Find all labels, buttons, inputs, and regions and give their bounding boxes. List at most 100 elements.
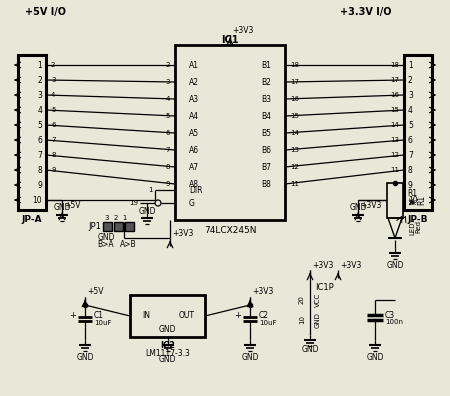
Text: 16: 16	[290, 96, 299, 102]
Text: 20: 20	[299, 295, 305, 305]
Text: 7: 7	[51, 137, 55, 143]
Bar	[103, 222, 112, 231]
Text: R1: R1	[407, 188, 417, 198]
Text: 10: 10	[408, 196, 418, 204]
Text: 8: 8	[51, 152, 55, 158]
Text: 17: 17	[390, 77, 399, 83]
Text: 7: 7	[166, 147, 170, 153]
Text: DIR: DIR	[189, 185, 202, 194]
Text: +: +	[69, 310, 76, 320]
Text: 12: 12	[390, 152, 399, 158]
Text: B3: B3	[261, 95, 271, 103]
Text: 9: 9	[37, 181, 42, 190]
Text: GND: GND	[241, 354, 259, 362]
Text: 13: 13	[290, 147, 299, 153]
Bar	[18, 55, 46, 210]
Text: C3: C3	[385, 310, 395, 320]
Text: IC1P: IC1P	[315, 284, 334, 293]
Text: GND: GND	[315, 312, 321, 328]
Text: 17: 17	[290, 79, 299, 85]
Text: 12: 12	[290, 164, 299, 170]
Text: 74LCX245N: 74LCX245N	[204, 225, 256, 234]
Text: 4: 4	[37, 105, 42, 114]
Text: B8: B8	[261, 179, 271, 188]
Text: R1: R1	[417, 195, 426, 205]
Text: LED1: LED1	[409, 217, 415, 235]
Text: 3  2  1: 3 2 1	[105, 215, 127, 221]
Text: A7: A7	[189, 162, 199, 171]
Text: 4: 4	[408, 105, 413, 114]
Text: +3V3: +3V3	[312, 261, 333, 270]
Text: GND: GND	[53, 202, 71, 211]
Text: 6: 6	[37, 135, 42, 145]
Text: +3V3: +3V3	[360, 200, 382, 209]
Text: 3: 3	[51, 77, 55, 83]
Text: 9: 9	[51, 167, 55, 173]
Text: 2: 2	[408, 76, 413, 84]
Text: 10uF: 10uF	[259, 320, 276, 326]
Text: GND: GND	[349, 202, 367, 211]
Text: C1: C1	[94, 310, 104, 320]
Text: GND: GND	[301, 345, 319, 354]
Text: 4: 4	[166, 96, 170, 102]
Text: 10uF: 10uF	[94, 320, 112, 326]
Text: +: +	[234, 310, 241, 320]
Text: B4: B4	[261, 112, 271, 120]
Text: 8: 8	[166, 164, 170, 170]
Text: +3V3: +3V3	[340, 261, 361, 270]
Text: JP1: JP1	[88, 221, 101, 230]
Bar	[175, 45, 285, 220]
Text: B5: B5	[261, 128, 271, 137]
Text: JP-B: JP-B	[408, 215, 428, 223]
Bar	[404, 55, 432, 210]
Text: LM1117-3.3: LM1117-3.3	[145, 350, 190, 358]
Text: +3.3V I/O: +3.3V I/O	[340, 7, 392, 17]
Text: 9: 9	[408, 181, 413, 190]
Text: +3V3: +3V3	[252, 287, 274, 297]
Text: A6: A6	[189, 145, 199, 154]
Text: 15: 15	[390, 107, 399, 113]
Text: B6: B6	[261, 145, 271, 154]
Text: 2: 2	[37, 76, 42, 84]
Text: GND: GND	[366, 354, 384, 362]
Text: G: G	[189, 198, 195, 208]
Text: 1: 1	[37, 61, 42, 70]
Text: A8: A8	[189, 179, 199, 188]
Text: 10: 10	[32, 196, 42, 204]
Text: +5V: +5V	[64, 200, 81, 209]
Text: 13: 13	[390, 137, 399, 143]
Text: 1: 1	[148, 187, 153, 193]
Text: VCC: VCC	[315, 293, 321, 307]
Text: 5: 5	[51, 107, 55, 113]
Text: A4: A4	[189, 112, 199, 120]
Text: B1: B1	[261, 61, 271, 70]
Text: A1: A1	[189, 61, 199, 70]
Text: GND: GND	[386, 261, 404, 270]
Text: 5: 5	[408, 120, 413, 129]
Text: GND: GND	[159, 324, 176, 333]
Text: 18: 18	[290, 62, 299, 68]
Text: IC1: IC1	[221, 35, 239, 45]
Text: 14: 14	[290, 130, 299, 136]
Bar	[387, 183, 403, 218]
Text: 9: 9	[166, 181, 170, 187]
Text: 3: 3	[408, 91, 413, 99]
Text: Red: Red	[415, 219, 421, 232]
Text: GND: GND	[76, 354, 94, 362]
Text: B2: B2	[261, 78, 271, 86]
Text: GND: GND	[138, 206, 156, 215]
Text: 4: 4	[51, 92, 55, 98]
Text: OUT: OUT	[179, 312, 195, 320]
Text: B>A: B>A	[98, 240, 114, 249]
Text: 100n: 100n	[385, 319, 403, 325]
Text: B7: B7	[261, 162, 271, 171]
Text: 3: 3	[37, 91, 42, 99]
Text: A>B: A>B	[120, 240, 136, 249]
Text: 8: 8	[408, 166, 413, 175]
Text: 5: 5	[166, 113, 170, 119]
Text: A5: A5	[189, 128, 199, 137]
Text: GND: GND	[97, 232, 115, 242]
Text: 14: 14	[390, 122, 399, 128]
Text: A3: A3	[189, 95, 199, 103]
Text: 15: 15	[290, 113, 299, 119]
